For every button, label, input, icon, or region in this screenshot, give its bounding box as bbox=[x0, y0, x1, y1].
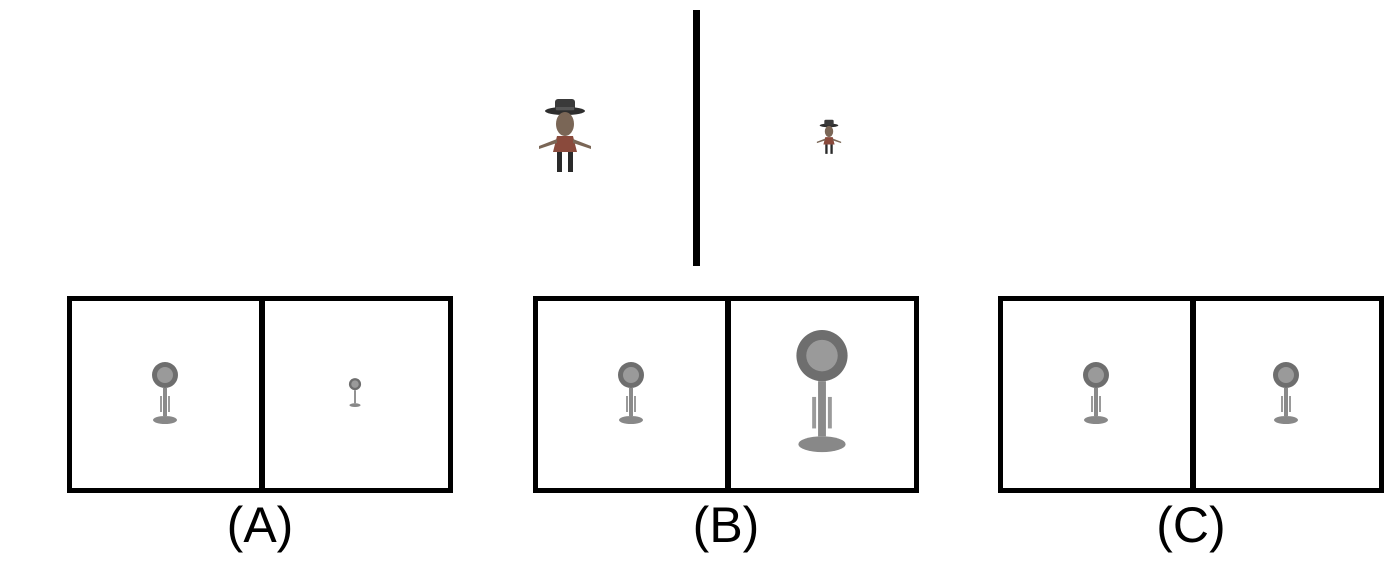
option-c-label: (C) bbox=[1156, 497, 1226, 553]
option-a-lamp-left bbox=[152, 362, 178, 424]
option-c-lamp-right bbox=[1273, 362, 1299, 424]
reference-cowboy-right bbox=[816, 119, 842, 154]
option-b-lamp-right bbox=[796, 330, 848, 453]
option-a-lamp-right bbox=[348, 378, 362, 407]
reference-divider bbox=[693, 10, 700, 266]
reference-cowboy-left bbox=[539, 99, 591, 172]
option-c-divider bbox=[1190, 301, 1196, 488]
option-a-panel[interactable] bbox=[67, 296, 453, 493]
option-b-lamp-left bbox=[618, 362, 644, 424]
option-b-divider bbox=[725, 301, 731, 488]
option-c-panel[interactable] bbox=[998, 296, 1384, 493]
option-a-label: (A) bbox=[226, 497, 294, 553]
option-b-label: (B) bbox=[692, 497, 760, 553]
option-c-lamp-left bbox=[1083, 362, 1109, 424]
option-a-divider bbox=[259, 301, 265, 488]
option-b-panel[interactable] bbox=[533, 296, 919, 493]
